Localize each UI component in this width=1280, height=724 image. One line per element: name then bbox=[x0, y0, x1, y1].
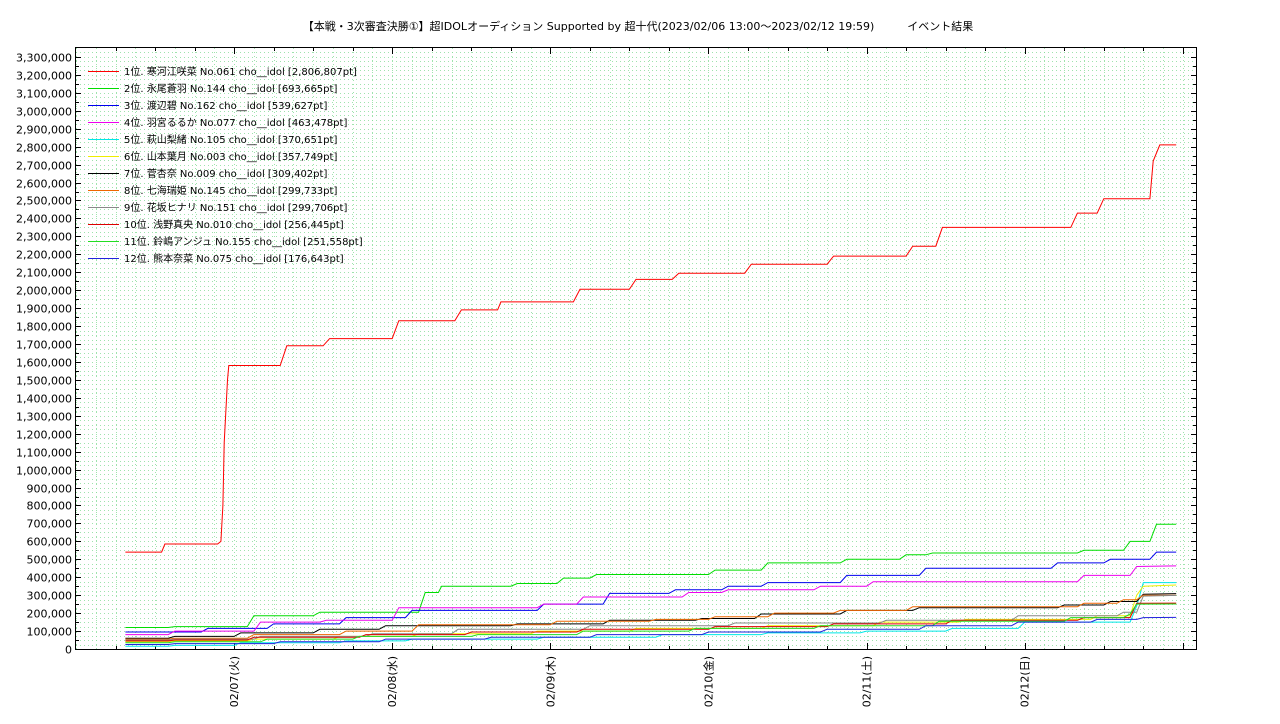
x-tick-label: 02/12(日) bbox=[1019, 656, 1032, 707]
y-tick-label: 2,500,000 bbox=[16, 195, 72, 208]
y-tick-label: 1,100,000 bbox=[16, 447, 72, 460]
y-tick-label: 500,000 bbox=[27, 554, 73, 567]
y-tick-label: 0 bbox=[65, 644, 72, 657]
series-line-1 bbox=[125, 144, 1177, 553]
x-tick-label: 02/07(火) bbox=[228, 656, 241, 707]
y-tick-label: 2,200,000 bbox=[16, 249, 72, 262]
grid bbox=[76, 48, 1196, 649]
y-tick-label: 900,000 bbox=[27, 483, 73, 496]
y-tick-label: 3,300,000 bbox=[16, 52, 72, 65]
y-tick-label: 2,400,000 bbox=[16, 213, 72, 226]
series-line-12 bbox=[125, 616, 1177, 645]
legend-label: 5位. 萩山梨緒 No.105 cho__idol [370,651pt] bbox=[124, 133, 337, 146]
y-tick-label: 3,200,000 bbox=[16, 70, 72, 83]
series-line-11 bbox=[125, 603, 1177, 644]
axes: 0 100,000 200,000 300,000 400,000 500,000 600,… bbox=[16, 48, 1196, 707]
x-tick-label: 02/10(金) bbox=[701, 656, 715, 707]
legend: 1位. 寒河江咲菜 No.061 cho__idol [2,806,807pt]… bbox=[88, 65, 363, 265]
series-lines bbox=[125, 144, 1177, 647]
legend-label: 2位. 永尾蒼羽 No.144 cho__idol [693,665pt] bbox=[124, 82, 337, 95]
y-tick-label: 300,000 bbox=[27, 590, 73, 603]
y-tick-label: 700,000 bbox=[27, 518, 73, 531]
y-tick-label: 2,700,000 bbox=[16, 160, 72, 173]
y-tick-label: 200,000 bbox=[27, 608, 73, 621]
series-line-10 bbox=[125, 602, 1177, 642]
series-line-4 bbox=[125, 565, 1177, 636]
legend-label: 8位. 七海瑞姫 No.145 cho__idol [299,733pt] bbox=[124, 184, 337, 197]
series-line-3 bbox=[125, 551, 1177, 633]
chart-title: 【本戦・3次審査決勝①】超IDOLオーディション Supported by 超十… bbox=[303, 19, 974, 33]
x-tick-label: 02/08(水) bbox=[386, 656, 399, 707]
y-tick-label: 1,000,000 bbox=[16, 465, 72, 478]
y-tick-label: 2,300,000 bbox=[16, 231, 72, 244]
y-tick-label: 3,100,000 bbox=[16, 88, 72, 101]
legend-label: 1位. 寒河江咲菜 No.061 cho__idol [2,806,807pt] bbox=[124, 65, 357, 78]
y-tick-label: 1,300,000 bbox=[16, 411, 72, 424]
y-tick-label: 1,600,000 bbox=[16, 357, 72, 370]
y-tick-label: 2,100,000 bbox=[16, 267, 72, 280]
y-tick-label: 2,600,000 bbox=[16, 178, 72, 191]
legend-label: 12位. 熊本奈菜 No.075 cho__idol [176,643pt] bbox=[124, 252, 344, 265]
y-tick-label: 800,000 bbox=[27, 500, 73, 513]
series-line-8 bbox=[125, 594, 1177, 640]
y-tick-label: 1,500,000 bbox=[16, 375, 72, 388]
x-tick-label: 02/09(木) bbox=[544, 656, 557, 707]
x-tick-label: 02/11(土) bbox=[861, 656, 874, 707]
y-tick-label: 100,000 bbox=[27, 626, 73, 639]
y-tick-label: 3,000,000 bbox=[16, 106, 72, 119]
legend-label: 6位. 山本葉月 No.003 cho__idol [357,749pt] bbox=[124, 150, 337, 163]
y-tick-label: 1,800,000 bbox=[16, 321, 72, 334]
y-tick-label: 1,400,000 bbox=[16, 393, 72, 406]
y-tick-label: 2,800,000 bbox=[16, 142, 72, 155]
legend-label: 10位. 浅野真央 No.010 cho__idol [256,445pt] bbox=[124, 218, 344, 231]
y-tick-label: 600,000 bbox=[27, 536, 73, 549]
y-tick-label: 2,900,000 bbox=[16, 124, 72, 137]
y-tick-label: 2,000,000 bbox=[16, 285, 72, 298]
y-tick-label: 1,900,000 bbox=[16, 303, 72, 316]
legend-label: 9位. 花坂ヒナリ No.151 cho__idol [299,706pt] bbox=[124, 201, 347, 214]
y-tick-label: 400,000 bbox=[27, 572, 73, 585]
legend-label: 4位. 羽宮るるか No.077 cho__idol [463,478pt] bbox=[124, 116, 347, 129]
legend-label: 3位. 渡辺碧 No.162 cho__idol [539,627pt] bbox=[124, 99, 327, 112]
series-line-2 bbox=[125, 523, 1177, 628]
plot-frame bbox=[75, 47, 1197, 650]
y-tick-label: 1,200,000 bbox=[16, 429, 72, 442]
y-tick-label: 1,700,000 bbox=[16, 339, 72, 352]
legend-label: 7位. 菅杏奈 No.009 cho__idol [309,402pt] bbox=[124, 167, 327, 180]
legend-label: 11位. 鈴嶋アンジュ No.155 cho__idol [251,558pt] bbox=[124, 235, 363, 248]
